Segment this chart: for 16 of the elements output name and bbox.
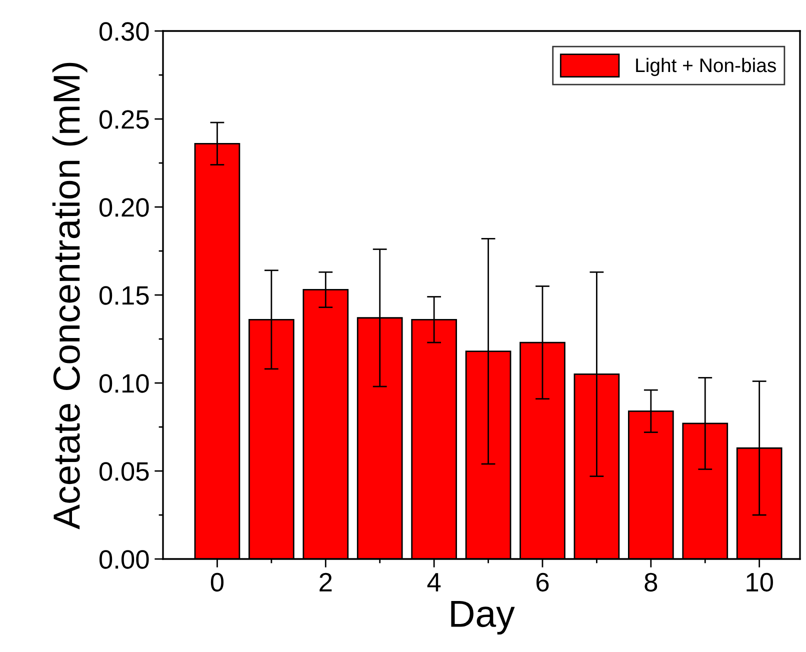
x-axis-title: Day [451, 600, 515, 635]
y-tick-label: 0.05 [99, 462, 149, 481]
x-tick-label: 0 [210, 572, 224, 592]
y-axis-title: Acetate Concentration (mM) [52, 62, 88, 530]
y-tick-label: 0.30 [99, 22, 149, 41]
x-tick-label: 8 [644, 572, 658, 592]
x-tick-label: 2 [320, 572, 332, 592]
y-tick-label: 0.00 [99, 550, 149, 569]
y-tick-label: 0.20 [99, 198, 149, 217]
x-tick-label: 4 [427, 573, 441, 592]
legend-label: Light + Non-bias [636, 58, 776, 76]
x-tick-label: 10 [746, 572, 773, 592]
y-tick-label: 0.15 [99, 286, 149, 305]
y-tick-label: 0.25 [99, 110, 149, 129]
y-tick-label: 0.10 [99, 374, 149, 393]
x-tick-label: 6 [536, 572, 549, 592]
